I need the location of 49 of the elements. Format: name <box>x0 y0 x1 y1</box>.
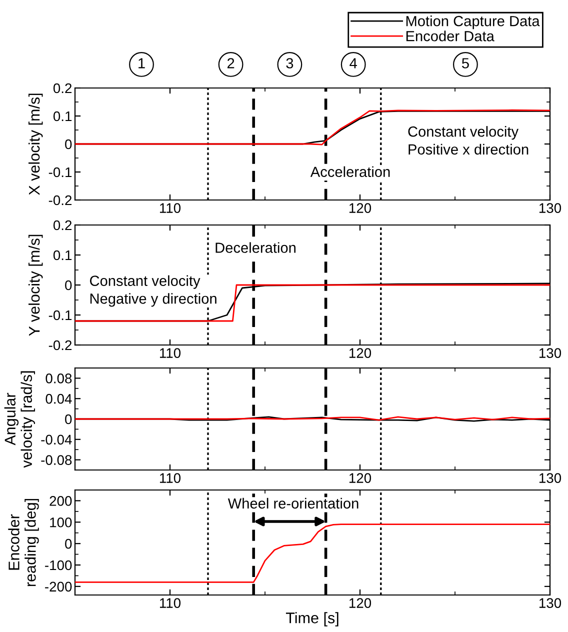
x-tick-label: 130 <box>539 598 562 608</box>
text: 5 <box>462 58 469 68</box>
x-tick-label: 120 <box>349 203 372 213</box>
y-tick-label: 100 <box>50 517 72 528</box>
y-tick-label: 0 <box>65 139 72 150</box>
annotation: Constant velocity Positive x direction <box>408 126 528 155</box>
y-tick-label: -0.04 <box>41 434 72 445</box>
y-axis-title: Angular velocity [rad/s] <box>4 371 36 468</box>
annotation: Constant velocity Negative y direction <box>90 275 216 307</box>
y-tick-label: 0.1 <box>53 250 72 260</box>
y-tick-label: 0 <box>65 414 72 424</box>
y-tick-label: -200 <box>45 582 72 592</box>
text: 1 <box>138 58 145 68</box>
annotation: Deceleration <box>216 242 296 253</box>
annotation: Wheel re-orientation <box>228 498 358 509</box>
y-axis-title: Y velocity [m/s] <box>28 234 43 336</box>
x-tick-label: 110 <box>160 473 181 483</box>
x-tick-label: 120 <box>349 348 372 358</box>
x-tick-label: 110 <box>160 348 181 358</box>
y-tick-label: 0.2 <box>53 220 72 230</box>
y-tick-label: 0.1 <box>53 111 72 122</box>
y-tick-label: 0.04 <box>46 394 72 404</box>
x-tick-label: 110 <box>160 203 181 213</box>
y-tick-label: -0.08 <box>41 455 72 465</box>
x-tick-label: 130 <box>539 203 562 213</box>
legend-label: Encoder Data <box>406 30 494 42</box>
y-tick-label: -100 <box>45 560 72 570</box>
y-tick-label: -0.1 <box>48 310 72 320</box>
y-tick-label: 200 <box>50 496 72 506</box>
text: 4 <box>350 58 357 68</box>
annotation: Acceleration <box>310 166 390 178</box>
y-tick-label: 0 <box>65 280 72 290</box>
x-tick-label: 130 <box>539 473 562 483</box>
x-tick-label: 120 <box>349 598 372 608</box>
y-tick-label: 0.08 <box>46 374 72 384</box>
y-axis-title: Encoder reading [deg] <box>8 498 39 586</box>
y-tick-label: -0.2 <box>48 195 72 206</box>
x-tick-label: 120 <box>349 473 372 483</box>
x-tick-label: 110 <box>160 598 181 608</box>
y-tick-label: -0.1 <box>48 167 72 178</box>
y-tick-label: 0 <box>65 538 72 549</box>
x-axis-title: Time [s] <box>286 612 338 626</box>
x-tick-label: 130 <box>539 348 562 358</box>
y-tick-label: 0.2 <box>53 83 72 94</box>
y-axis-title: X velocity [m/s] <box>28 94 43 196</box>
text: 2 <box>227 58 234 68</box>
legend-label: Motion Capture Data <box>406 16 540 30</box>
text: 3 <box>286 58 294 68</box>
y-tick-label: -0.2 <box>48 340 72 350</box>
